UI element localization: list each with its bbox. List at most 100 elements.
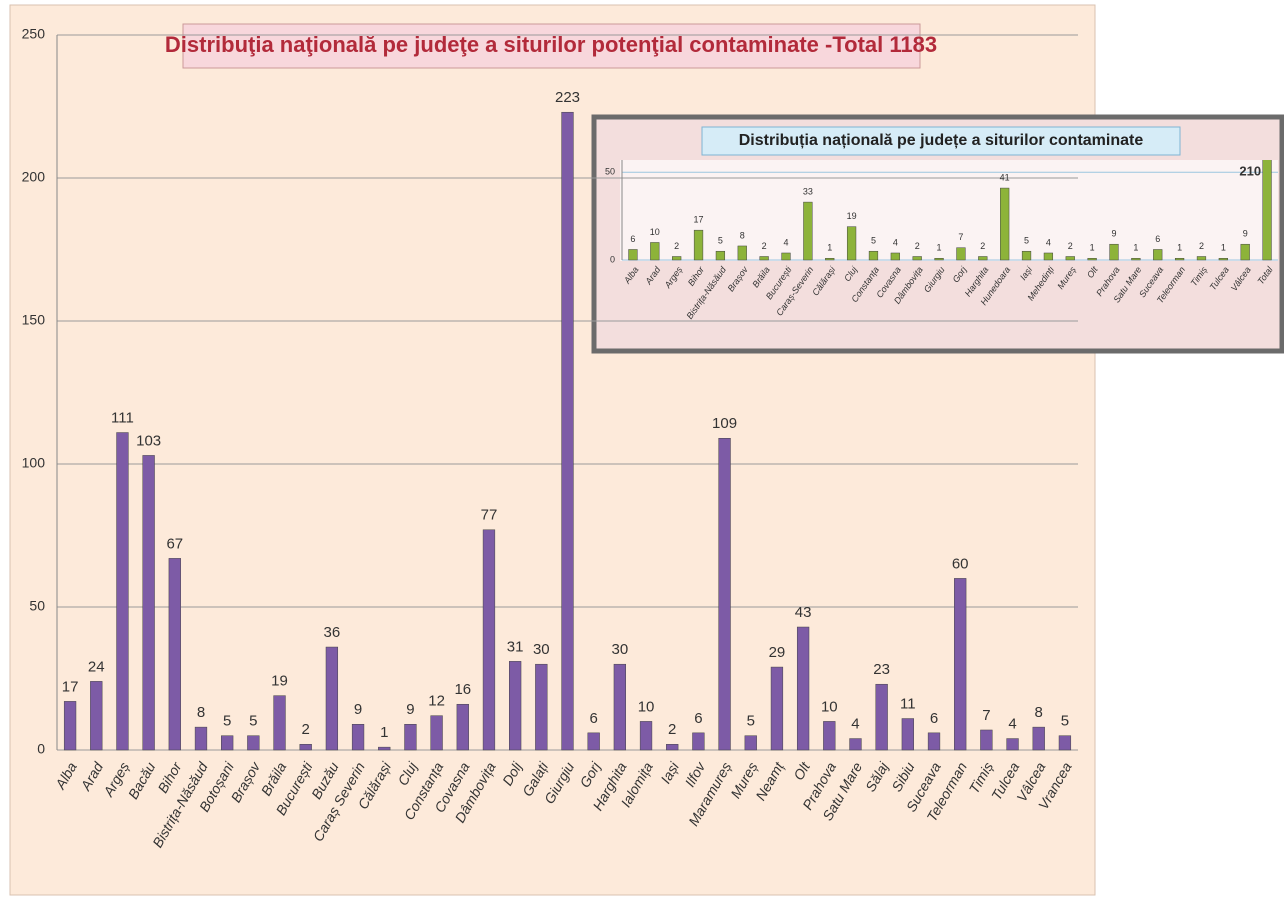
data-label: 10: [821, 698, 838, 715]
data-label: 6: [694, 710, 702, 727]
data-label: 17: [62, 678, 79, 695]
bar: [628, 249, 638, 261]
data-label: 4: [1008, 716, 1016, 733]
data-label: 9: [1243, 229, 1248, 239]
bar: [934, 257, 944, 261]
bar: [759, 256, 769, 261]
bar: [796, 626, 810, 751]
data-label: 5: [249, 713, 257, 730]
bar: [825, 257, 835, 261]
y-tick-label: 100: [22, 455, 46, 471]
bar: [901, 718, 914, 751]
data-label: 1: [1221, 243, 1226, 253]
data-label: 5: [223, 713, 231, 730]
bar: [956, 247, 966, 261]
data-label: 30: [533, 641, 550, 658]
bar: [868, 250, 879, 261]
data-label: 23: [873, 661, 890, 678]
bar: [587, 732, 600, 751]
bar: [1087, 257, 1097, 261]
bar: [927, 732, 941, 751]
bars: [63, 111, 1072, 751]
bar: [1058, 735, 1072, 751]
bar: [823, 721, 836, 751]
bar: [168, 558, 181, 751]
data-label: 6: [1155, 234, 1160, 244]
bar: [63, 701, 77, 751]
bar: [1021, 250, 1032, 261]
bar: [1032, 726, 1045, 751]
data-label: 9: [406, 701, 414, 718]
data-label: 2: [674, 241, 679, 251]
bar: [672, 256, 682, 261]
inset-title: Distribuția națională pe județe a situri…: [739, 132, 1144, 149]
data-label: 17: [694, 215, 704, 225]
bar: [980, 729, 993, 751]
chart-title: Distribuţia naţională pe judeţe a situri…: [165, 32, 937, 57]
data-label: 29: [769, 644, 786, 661]
bar: [1065, 256, 1075, 261]
data-label: 19: [847, 211, 857, 221]
data-label: 1: [827, 243, 832, 253]
data-label: 1: [1177, 243, 1182, 253]
data-label: 12: [428, 693, 445, 710]
bar: [1153, 249, 1163, 261]
bar: [116, 432, 129, 751]
data-label: 67: [166, 535, 183, 552]
bar: [1043, 252, 1054, 261]
bar: [1131, 257, 1141, 261]
data-label: 4: [1046, 237, 1051, 247]
bar: [781, 252, 791, 261]
data-label: 24: [88, 658, 105, 675]
y-tick-label: 0: [37, 741, 45, 757]
bar: [666, 744, 679, 751]
data-label: 9: [354, 701, 362, 718]
data-label: 5: [1061, 713, 1069, 730]
bar: [430, 715, 443, 751]
bar: [692, 732, 705, 751]
y-tick-label: 250: [22, 26, 46, 42]
data-label: 2: [915, 241, 920, 251]
bar: [890, 252, 900, 261]
bar: [90, 681, 103, 751]
bar: [803, 201, 813, 261]
data-label: 5: [871, 236, 876, 246]
data-label: 77: [481, 507, 498, 524]
data-label: 5: [718, 236, 723, 246]
data-label: 43: [795, 604, 812, 621]
data-label: 223: [555, 89, 580, 106]
bar: [404, 724, 417, 751]
y-tick-label: 50: [29, 598, 45, 614]
bar: [693, 229, 704, 261]
data-label: 1: [1090, 243, 1095, 253]
bar: [912, 256, 922, 261]
bar: [351, 724, 365, 751]
data-label: 2: [980, 241, 985, 251]
bar: [299, 744, 312, 751]
bar: [737, 245, 747, 261]
bar: [1262, 160, 1272, 261]
data-label: 103: [136, 432, 161, 449]
data-label: 8: [740, 230, 745, 240]
data-label: 8: [197, 704, 205, 721]
bar: [247, 735, 260, 751]
inset-plot-area: [620, 160, 1278, 261]
data-label: 36: [324, 624, 341, 641]
data-label: 41: [1000, 172, 1010, 182]
data-label: 5: [747, 713, 755, 730]
data-label: 6: [590, 710, 598, 727]
bar: [744, 735, 757, 751]
bar: [482, 529, 496, 751]
bar: [875, 683, 888, 751]
data-label: 19: [271, 673, 288, 690]
bar: [378, 746, 391, 751]
y-tick-label: 200: [22, 169, 46, 185]
data-label: 6: [630, 234, 635, 244]
bars: [628, 160, 1272, 261]
data-label: 2: [302, 721, 310, 738]
bar: [456, 703, 469, 751]
bar: [770, 666, 784, 751]
data-label: 10: [638, 698, 655, 715]
y-tick-label: 0: [610, 254, 615, 264]
